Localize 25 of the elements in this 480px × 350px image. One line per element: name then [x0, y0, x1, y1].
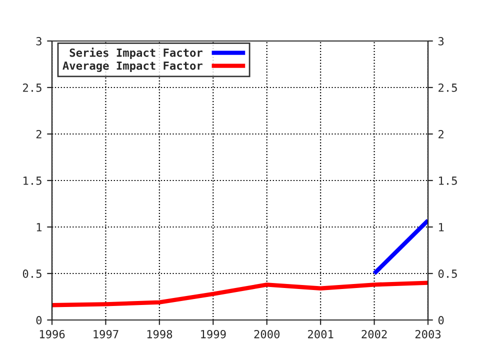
- y2-tick-label: 1.5: [439, 176, 457, 185]
- line-series: [52, 280, 428, 308]
- x-tick-label: 2001: [308, 330, 334, 338]
- y-tick-label: 2.5: [23, 84, 42, 92]
- y-tick-label: 2: [36, 130, 42, 138]
- y2-tick-label: 2.5: [438, 84, 457, 92]
- x-tick-label: 1996: [40, 330, 65, 338]
- y-tick-label: 0.5: [22, 270, 42, 278]
- y-tick-label: 3: [36, 37, 42, 46]
- y2-tick-label: 2: [438, 130, 444, 138]
- y-tick-label: 0: [36, 316, 42, 324]
- x-tick-label: 2000: [254, 330, 280, 338]
- y2-tick-label: 1: [439, 223, 444, 232]
- y-tick-label: 1: [36, 223, 42, 232]
- x-tick-label: 2002: [362, 330, 387, 338]
- legend-label: Average Impact Factor: [62, 62, 202, 72]
- y2-tick-label: 0.5: [438, 270, 457, 278]
- y2-tick-label: 3: [438, 37, 444, 46]
- y-tick-label: 1.5: [24, 176, 42, 185]
- x-tick-label: 2003: [415, 330, 441, 338]
- y2-tick-label: 0: [438, 316, 444, 324]
- legend-label: Series Impact Factor: [70, 48, 202, 60]
- x-tick-label: 1999: [201, 330, 226, 338]
- x-tick-label: 1998: [147, 330, 172, 338]
- x-tick-label: 1997: [94, 330, 118, 338]
